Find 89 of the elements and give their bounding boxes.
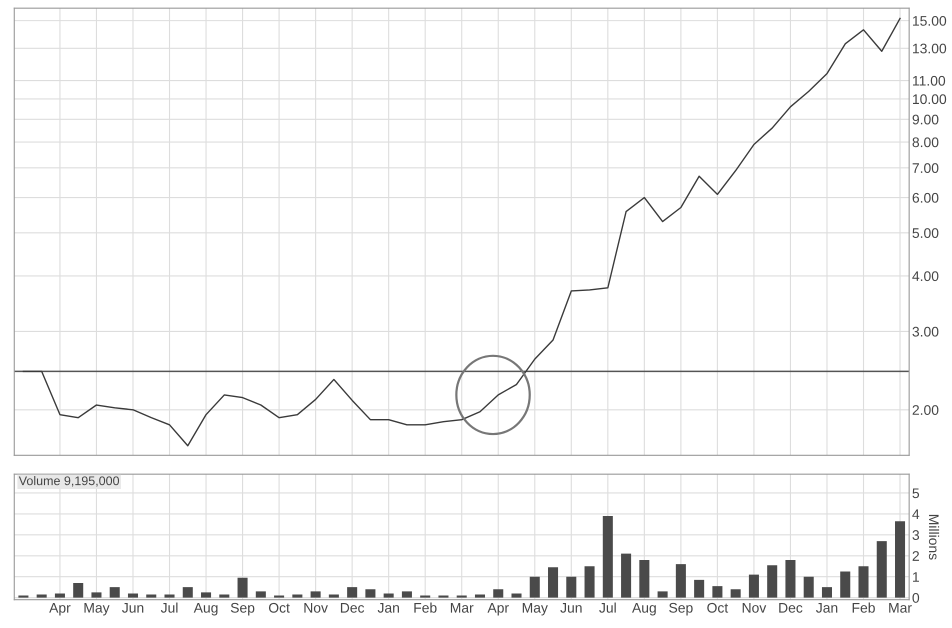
y-tick-label: 15.00 [912, 16, 946, 26]
y-tick-label: 2 [912, 551, 919, 561]
bar [128, 593, 138, 598]
y-tick-label: 5.00 [912, 228, 938, 238]
bar [639, 560, 650, 598]
bar [748, 574, 759, 598]
bar [566, 576, 576, 598]
bar [365, 589, 376, 598]
x-tick-label: Feb [414, 602, 437, 613]
x-tick-label: Jun [122, 603, 144, 613]
bar [238, 578, 248, 598]
x-tick-label: Jan [816, 603, 838, 613]
y-tick-label: 10.00 [912, 94, 946, 104]
bar [182, 587, 193, 598]
bar [256, 591, 266, 598]
x-tick-label: Dec [779, 603, 802, 613]
y-tick-label: 11.00 [912, 76, 946, 86]
bar [310, 591, 321, 598]
bar [110, 587, 120, 598]
x-tick-label: Apr [487, 603, 509, 616]
bar [676, 564, 686, 598]
bar [511, 593, 522, 598]
bar [602, 516, 613, 598]
x-tick-label: Jul [599, 602, 616, 613]
x-tick-label: Jun [560, 603, 582, 613]
y-tick-label: 13.00 [912, 44, 946, 54]
y-tick-label: 6.00 [912, 192, 938, 203]
y-tick-label: 1 [912, 572, 919, 582]
bar [474, 594, 486, 598]
x-tick-label: Nov [304, 603, 328, 613]
bar [621, 554, 632, 598]
x-tick-label: Aug [632, 603, 656, 616]
bar [712, 586, 722, 598]
y-tick-label: 5 [912, 488, 920, 498]
y-tick-label: 8.00 [912, 137, 938, 148]
x-tick-label: Dec [340, 603, 364, 613]
bar [91, 592, 102, 598]
x-tick-label: May [522, 603, 548, 616]
bar [876, 541, 887, 598]
bar [36, 594, 47, 598]
bar [822, 587, 832, 598]
bar [584, 566, 595, 598]
bar [347, 587, 358, 598]
bar [530, 576, 540, 598]
bar [840, 571, 850, 598]
bar [858, 566, 869, 598]
x-tick-label: Aug [194, 603, 218, 616]
bar [694, 580, 704, 598]
y-tick-label: 3.00 [912, 326, 938, 337]
bar [146, 594, 156, 598]
x-tick-label: Oct [707, 602, 728, 613]
x-tick-label: Feb [852, 602, 875, 613]
y-axis-title: Millions [928, 514, 940, 560]
y-tick-label: 3 [912, 530, 920, 540]
bar [804, 576, 814, 598]
y-tick-label: 9.00 [912, 114, 938, 124]
bar [785, 560, 796, 598]
bar [384, 593, 394, 598]
bar [658, 591, 668, 598]
y-tick-label: 4 [912, 509, 920, 519]
annotation: Volume 9,195,000 [18, 476, 120, 487]
bar [164, 594, 175, 598]
bar [219, 594, 230, 598]
x-tick-label: Mar [450, 603, 474, 613]
x-tick-label: Nov [742, 603, 766, 613]
line-series [22, 18, 901, 446]
y-tick-label: 0 [912, 592, 920, 603]
x-tick-label: Sep [230, 602, 254, 616]
bar [201, 592, 212, 598]
bar [402, 591, 412, 598]
bar [493, 589, 504, 598]
y-tick-label: 2.00 [912, 405, 938, 415]
x-tick-label: Apr [49, 603, 71, 616]
x-tick-label: Oct [268, 602, 290, 613]
x-tick-label: Jan [378, 603, 399, 613]
bar [54, 593, 65, 598]
y-tick-label: 4.00 [912, 271, 938, 282]
x-tick-label: Sep [669, 602, 693, 616]
x-tick-label: May [84, 603, 110, 616]
bar [730, 589, 741, 598]
bar [292, 594, 302, 598]
bar [73, 582, 84, 598]
bar [895, 521, 906, 598]
y-tick-label: 7.00 [912, 163, 938, 173]
x-tick-label: Mar [889, 603, 912, 613]
bar [767, 565, 778, 598]
bar [328, 594, 339, 598]
bar [548, 567, 558, 598]
x-tick-label: Jul [160, 602, 178, 613]
